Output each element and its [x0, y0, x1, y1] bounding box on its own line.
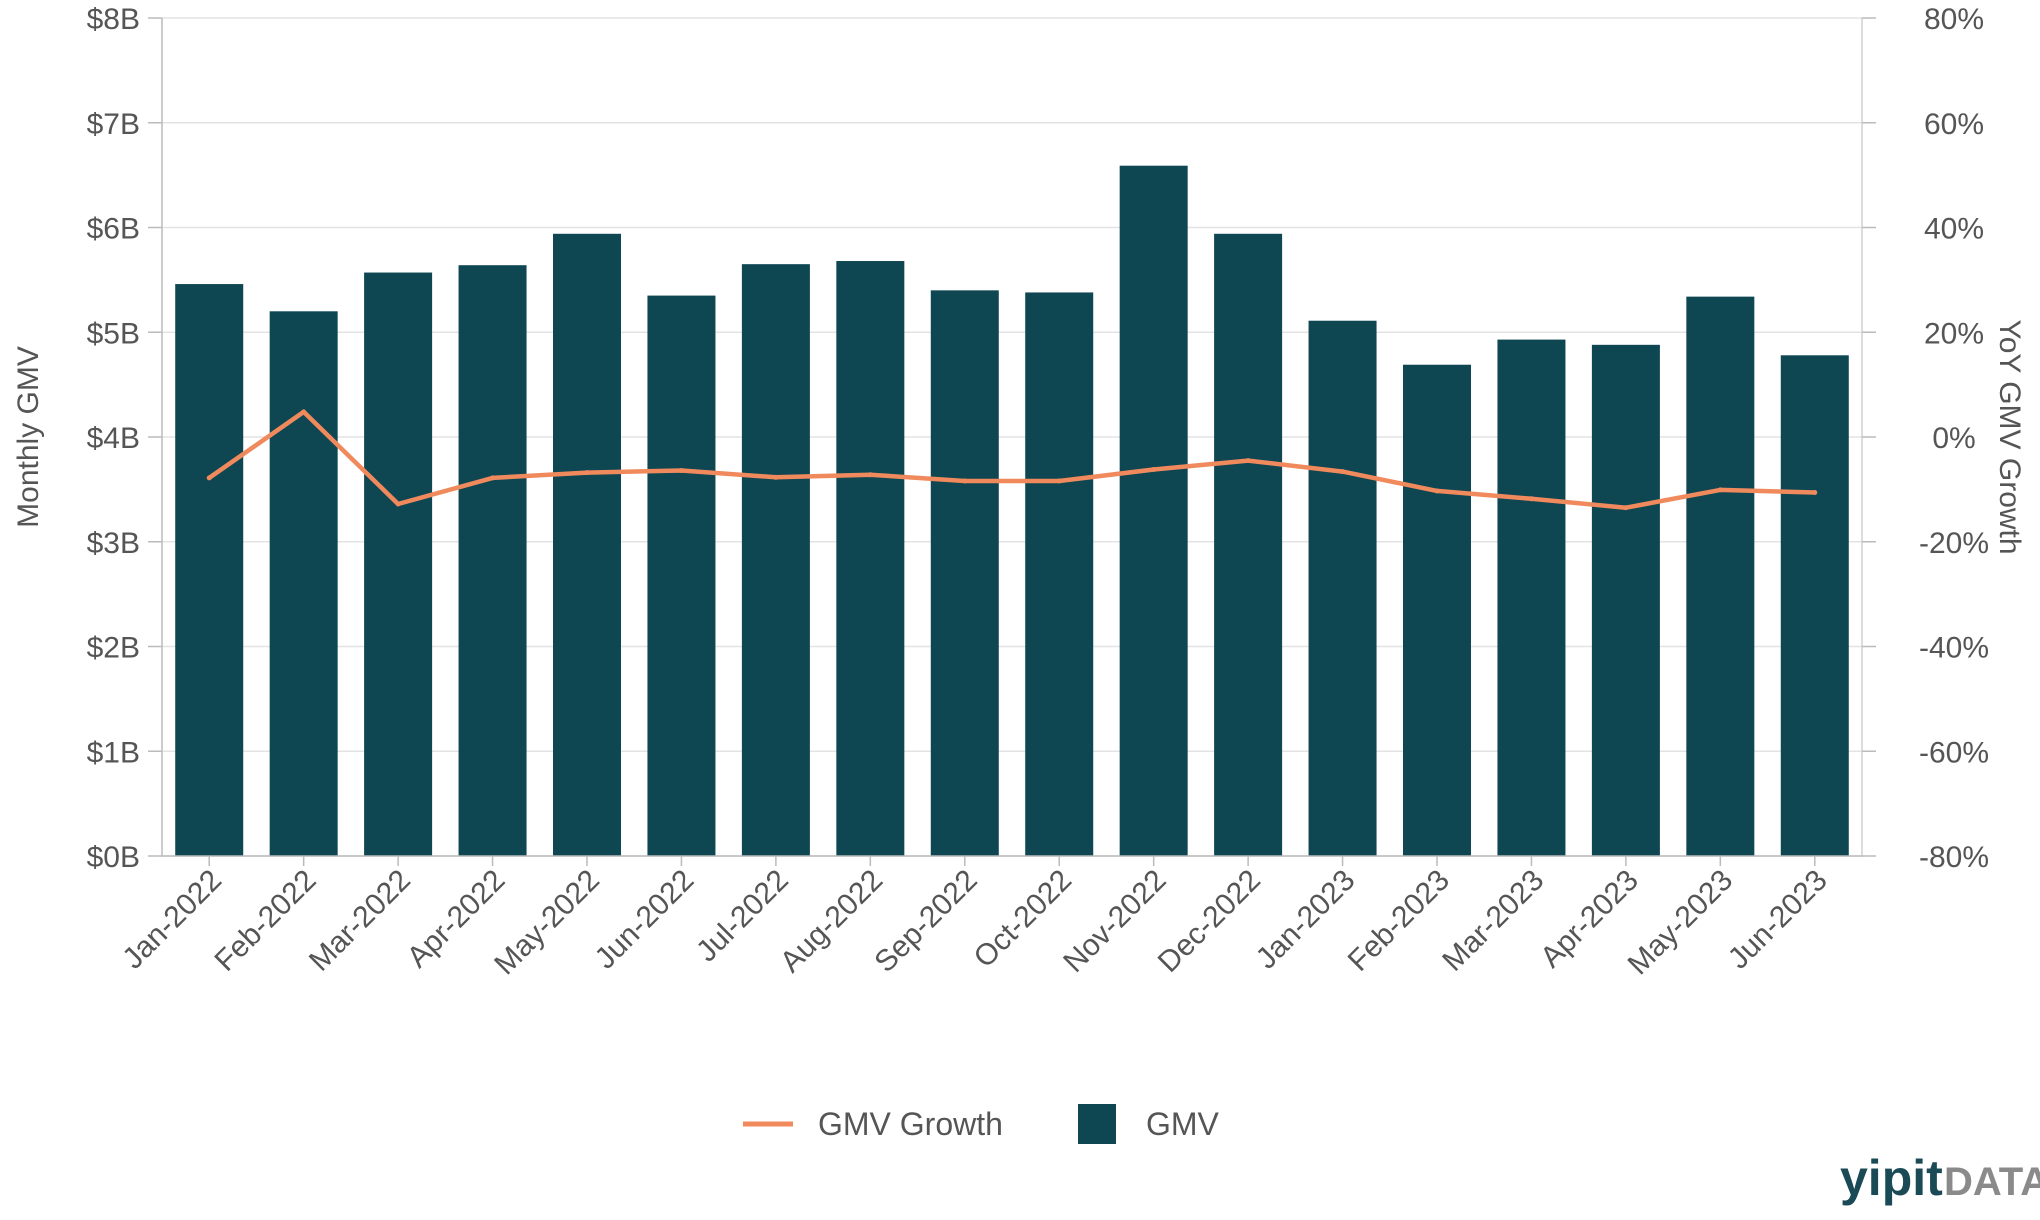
gmv-growth-point — [1812, 490, 1818, 496]
right-tick-label: -20% — [1919, 527, 1989, 560]
x-tick-label: Feb-2023 — [1342, 864, 1456, 978]
yipit-data-logo: yipit DATA — [1840, 1150, 2040, 1206]
x-tick-label: Mar-2023 — [1436, 864, 1550, 978]
bar-gmv — [175, 284, 244, 856]
right-tick-label: 0% — [1932, 422, 1975, 455]
bar-gmv — [836, 261, 905, 856]
left-axis-ticks: $0B $1B $2B $3B $4B $5B $6B $7B $8B — [87, 3, 162, 874]
logo-text-yipit: yipit — [1840, 1150, 1943, 1206]
right-tick-label: 60% — [1924, 108, 1984, 141]
bar-gmv — [647, 295, 716, 856]
right-tick-label: 40% — [1924, 213, 1984, 246]
legend-label-gmv: GMV — [1146, 1106, 1220, 1142]
bar-gmv — [1403, 364, 1471, 856]
bar-gmv — [1780, 355, 1849, 856]
right-tick-label: 20% — [1924, 317, 1984, 350]
bar-gmv — [1591, 344, 1660, 856]
x-tick-label: May-2022 — [488, 864, 606, 982]
gmv-growth-point — [773, 474, 779, 480]
gmv-growth-point — [962, 478, 968, 484]
bar-gmv — [1214, 233, 1283, 856]
left-axis-title: Monthly GMV — [12, 346, 45, 528]
x-axis-ticks: Jan-2022Feb-2022Mar-2022Apr-2022May-2022… — [116, 856, 1834, 982]
gmv-growth-point — [206, 475, 212, 481]
gmv-growth-point — [301, 409, 307, 415]
gmv-growth-point — [1056, 478, 1062, 484]
gmv-growth-point — [490, 475, 496, 481]
left-tick-label: $4B — [87, 422, 140, 455]
right-tick-label: -40% — [1919, 632, 1989, 665]
left-tick-label: $7B — [87, 108, 140, 141]
right-tick-label: -80% — [1919, 841, 1989, 874]
right-axis-title: YoY GMV Growth — [1993, 319, 2026, 554]
x-tick-label: Aug-2022 — [774, 864, 889, 979]
bar-gmv — [1119, 165, 1188, 856]
bar-gmv — [1497, 339, 1566, 856]
x-tick-label: Feb-2022 — [208, 864, 322, 978]
x-tick-label: Mar-2022 — [303, 864, 417, 978]
left-tick-label: $0B — [87, 841, 140, 874]
gmv-growth-point — [1340, 469, 1346, 475]
gmv-growth-point — [584, 470, 590, 476]
gmv-growth-line — [206, 409, 1818, 510]
bar-gmv — [269, 311, 338, 856]
left-tick-label: $6B — [87, 213, 140, 246]
logo-text-data: DATA — [1944, 1160, 2040, 1204]
bar-gmv — [553, 233, 621, 856]
gmv-growth-point — [1434, 488, 1440, 494]
line-series-gmv-growth — [206, 409, 1818, 511]
bar-gmv — [1025, 292, 1094, 856]
bar-gmv — [1686, 296, 1755, 856]
right-axis-ticks: -80% -60% -40% -20% 0% 20% 40% 60% 80% — [1862, 3, 1989, 874]
gmv-growth-point — [395, 501, 401, 507]
gmv-growth-point — [1528, 496, 1534, 502]
gmv-growth-point — [1717, 487, 1723, 493]
bar-series-gmv — [175, 165, 1849, 857]
bar-gmv — [930, 290, 999, 857]
legend: GMV Growth GMV — [743, 1104, 1220, 1144]
right-tick-label: 80% — [1924, 3, 1984, 36]
bar-gmv — [741, 264, 810, 857]
gmv-growth-point — [867, 472, 873, 478]
left-tick-label: $1B — [87, 736, 140, 769]
x-tick-label: May-2023 — [1622, 864, 1740, 982]
left-tick-label: $3B — [87, 527, 140, 560]
gmv-growth-point — [1151, 466, 1157, 472]
left-tick-label: $8B — [87, 3, 140, 36]
bar-gmv — [364, 272, 433, 857]
x-tick-label: Jun-2023 — [1722, 864, 1834, 976]
gmv-growth-point — [678, 468, 684, 474]
left-tick-label: $2B — [87, 632, 140, 665]
x-tick-label: Nov-2022 — [1057, 864, 1172, 979]
x-tick-label: Dec-2022 — [1152, 864, 1267, 979]
bar-gmv — [1308, 320, 1377, 856]
x-tick-label: Sep-2022 — [868, 864, 983, 979]
gmv-growth-point — [1245, 458, 1251, 464]
gmv-growth-point — [1623, 505, 1629, 511]
left-tick-label: $5B — [87, 317, 140, 350]
right-tick-label: -60% — [1919, 736, 1989, 769]
gridlines — [162, 17, 1862, 857]
x-tick-label: Jun-2022 — [589, 864, 701, 976]
legend-label-gmv-growth: GMV Growth — [818, 1106, 1003, 1142]
bar-gmv — [458, 265, 527, 857]
legend-swatch-gmv — [1078, 1104, 1116, 1144]
